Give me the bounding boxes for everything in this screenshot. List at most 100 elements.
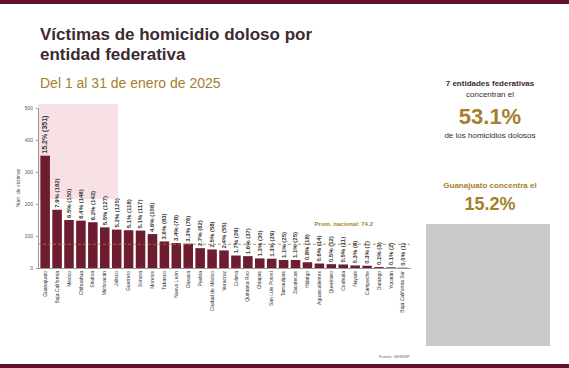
bar xyxy=(172,243,182,268)
data-label: 1.6% (37) xyxy=(245,228,251,254)
data-label: 6.5% (150) xyxy=(66,189,72,218)
x-axis-line xyxy=(39,268,411,269)
bar xyxy=(219,250,229,268)
x-tick-label: Baja California Sur xyxy=(399,271,405,313)
y-axis-title: Núm. de víctimas xyxy=(15,168,21,207)
x-tick-label: Hidalgo xyxy=(304,271,310,288)
bar xyxy=(52,210,62,268)
x-tick: Ciudad de México xyxy=(209,268,215,311)
data-label: 7.9% (182) xyxy=(54,178,60,207)
bar xyxy=(243,256,253,268)
panel-text: concentran el xyxy=(466,90,514,99)
x-tick: Michoacán xyxy=(101,268,107,295)
panel-text: Guanajuato concentra el xyxy=(443,181,536,190)
y-tick: 500 xyxy=(25,105,38,111)
bar xyxy=(195,248,205,268)
x-tick: Yucatán xyxy=(388,268,394,289)
x-tick: Sinaloa xyxy=(89,268,95,288)
x-tick-label: Chiapas xyxy=(256,271,262,290)
x-tick: Jalisco xyxy=(113,268,119,286)
data-label: 0.5% (12) xyxy=(328,236,334,262)
x-tick-label: Guerrero xyxy=(125,271,131,291)
source: Fuente: SESNSP xyxy=(379,354,410,359)
data-label: 15.2% (351) xyxy=(41,116,49,154)
bar xyxy=(160,241,170,268)
data-label: 5.5% (127) xyxy=(102,196,108,225)
bottom-stripe xyxy=(0,364,569,368)
bar xyxy=(207,249,217,268)
panel-text: 7 entidades federativas xyxy=(446,79,535,88)
panel-text: 53.1% xyxy=(459,104,521,129)
x-tick: Chiapas xyxy=(256,268,262,289)
y-tick-label: 200 xyxy=(25,201,34,207)
x-tick-label: Jalisco xyxy=(113,271,119,287)
x-tick: Chihuahua xyxy=(78,268,84,295)
y-tick: 400 xyxy=(25,137,38,143)
x-tick-label: Sinaloa xyxy=(89,271,95,288)
x-tick-label: Quintana Roo xyxy=(244,271,250,302)
y-axis-line xyxy=(36,109,39,269)
top-stripe xyxy=(0,0,569,4)
bar xyxy=(231,256,241,268)
bar xyxy=(124,230,134,268)
x-tick-label: Puebla xyxy=(197,271,203,287)
data-label: 3.6% (83) xyxy=(161,213,167,239)
data-label: 0.1% (3) xyxy=(376,242,382,265)
y-tick: 200 xyxy=(25,201,38,207)
y-tick: 0 xyxy=(30,265,38,271)
data-label: 1.7% (39) xyxy=(233,228,239,254)
data-label: 2.7% (62) xyxy=(197,220,203,246)
y-tick: 300 xyxy=(25,169,38,175)
data-label: 2.5% (58) xyxy=(209,221,215,247)
data-label: 5.1% (117) xyxy=(137,200,143,229)
x-tick: Durango xyxy=(376,268,382,290)
x-tick: San Luis Potosí xyxy=(268,268,274,306)
bar xyxy=(291,260,301,268)
x-tick: Quintana Roo xyxy=(244,268,250,302)
x-tick: Zacatecas xyxy=(292,268,298,294)
x-tick: Guerrero xyxy=(125,268,131,291)
x-tick: Tamaulipas xyxy=(280,268,286,296)
bar xyxy=(88,222,98,268)
data-label: 6.2% (143) xyxy=(90,191,96,220)
side-panel: 7 entidades federativas concentran el 53.1… xyxy=(426,79,550,346)
bar xyxy=(255,258,265,268)
average-label: Prom. nacional: 74.2 xyxy=(315,221,374,227)
bar xyxy=(136,231,146,268)
x-tick-label: Sonora xyxy=(137,271,143,287)
data-label: 5.2% (120) xyxy=(114,198,120,227)
bars xyxy=(38,156,410,268)
y-tick-mark xyxy=(36,172,38,173)
data-label: 1.3% (30) xyxy=(257,230,263,256)
title: Víctimas de homicidio doloso por xyxy=(40,25,312,44)
bar xyxy=(100,227,110,268)
x-tick-label: Tabasco xyxy=(161,271,167,290)
x-tick-label: Veracruz xyxy=(221,271,227,291)
y-tick-mark xyxy=(36,236,38,237)
data-label: 0.6% (14) xyxy=(316,236,322,262)
y-tick-mark xyxy=(36,140,38,141)
x-tick: Baja California Sur xyxy=(399,268,405,313)
x-axis: GuanajuatoBaja CaliforniaMéxicoChihuahua… xyxy=(39,268,411,313)
x-tick-label: Campeche xyxy=(364,271,370,295)
x-tick: Guanajuato xyxy=(42,268,48,297)
y-tick-label: 100 xyxy=(25,233,34,239)
bar xyxy=(183,244,193,268)
x-tick: Morelos xyxy=(149,268,155,289)
x-tick: Tabasco xyxy=(161,268,167,290)
x-tick: Campeche xyxy=(364,268,370,295)
panel-box xyxy=(426,224,550,346)
title: entidad federativa xyxy=(40,45,186,64)
x-tick-label: Morelos xyxy=(149,271,155,289)
x-tick-label: Tamaulipas xyxy=(280,271,286,297)
x-tick-label: Ciudad de México xyxy=(209,271,215,311)
data-label: 1.1% (25) xyxy=(281,232,287,258)
bar xyxy=(338,264,348,268)
bar xyxy=(267,259,277,268)
y-tick-mark xyxy=(36,108,38,109)
x-tick: Coahuila xyxy=(340,268,346,291)
x-tick: Baja California xyxy=(54,268,60,304)
bar xyxy=(315,264,325,268)
subtitle: Del 1 al 31 de enero de 2025 xyxy=(40,75,221,91)
data-label: 1.3% (29) xyxy=(269,231,275,257)
